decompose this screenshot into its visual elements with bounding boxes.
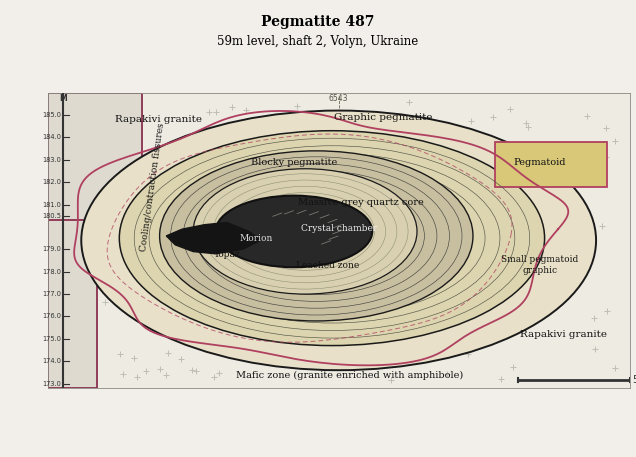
Text: Morion: Morion: [239, 234, 273, 243]
Text: 175.0: 175.0: [42, 336, 61, 342]
Text: 184.0: 184.0: [42, 134, 61, 140]
Text: Blocky pegmatite: Blocky pegmatite: [251, 158, 337, 166]
Text: 179.0: 179.0: [42, 246, 61, 252]
Ellipse shape: [120, 131, 544, 345]
Text: Massive grey quartz core: Massive grey quartz core: [298, 198, 424, 207]
Text: 182.0: 182.0: [42, 179, 61, 185]
Text: Cooling/contraction fissures: Cooling/contraction fissures: [139, 122, 167, 251]
Text: Small pegmatoid
graphic: Small pegmatoid graphic: [501, 255, 579, 275]
Text: Rapakivi granite: Rapakivi granite: [520, 330, 607, 339]
Ellipse shape: [160, 151, 473, 321]
Text: 174.0: 174.0: [42, 358, 61, 364]
Text: Topaz: Topaz: [214, 250, 240, 260]
Text: M: M: [60, 94, 67, 103]
Bar: [495, 142, 607, 186]
Text: Pegmatoid: Pegmatoid: [514, 158, 567, 166]
Ellipse shape: [216, 196, 372, 267]
Text: 180.5: 180.5: [42, 213, 61, 219]
Ellipse shape: [81, 111, 596, 370]
Text: 183.0: 183.0: [42, 157, 61, 163]
Text: 173.0: 173.0: [42, 381, 61, 387]
Bar: [48, 220, 97, 388]
Text: 178.0: 178.0: [42, 269, 61, 275]
Text: 176.0: 176.0: [42, 314, 61, 319]
Text: 59m level, shaft 2, Volyn, Ukraine: 59m level, shaft 2, Volyn, Ukraine: [218, 35, 418, 48]
Ellipse shape: [193, 169, 417, 294]
Text: Mafic zone (granite enriched with amphibole): Mafic zone (granite enriched with amphib…: [236, 371, 464, 380]
Bar: [48, 93, 142, 231]
Polygon shape: [167, 223, 260, 254]
Text: Pegmatite 487: Pegmatite 487: [261, 15, 375, 29]
Text: 181.0: 181.0: [42, 202, 61, 207]
Text: Leached zone: Leached zone: [296, 260, 359, 270]
Text: Rapakivi granite: Rapakivi granite: [115, 115, 202, 124]
Text: 6543: 6543: [329, 94, 349, 103]
Text: 185.0: 185.0: [42, 112, 61, 118]
Text: Crystal chamber: Crystal chamber: [301, 223, 377, 233]
Text: Graphic pegmatite: Graphic pegmatite: [334, 113, 432, 122]
Text: 177.0: 177.0: [42, 291, 61, 297]
Text: 5 m: 5 m: [633, 375, 636, 385]
